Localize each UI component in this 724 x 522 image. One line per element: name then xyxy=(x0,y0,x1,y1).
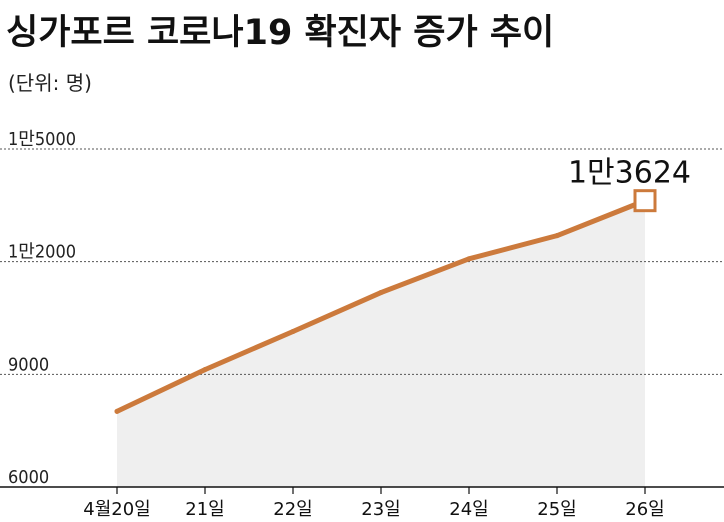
x-tick-label: 21일 xyxy=(185,499,224,520)
unit-label: (단위: 명) xyxy=(8,71,92,95)
last-value-label: 1만3624 xyxy=(568,156,691,191)
line-segment xyxy=(202,328,296,373)
data-point xyxy=(202,367,208,373)
x-tick-label: 4월20일 xyxy=(83,499,150,520)
data-point xyxy=(290,328,296,334)
line-segment xyxy=(114,367,208,414)
line-segment xyxy=(554,198,648,239)
x-tick-label: 24일 xyxy=(449,499,488,520)
data-point xyxy=(554,233,560,239)
line-segment xyxy=(466,233,560,262)
x-tick-label: 22일 xyxy=(273,499,312,520)
x-tick-label: 26일 xyxy=(625,499,664,520)
data-point-marker xyxy=(633,189,657,213)
line-segment xyxy=(378,256,472,296)
data-point xyxy=(378,290,384,296)
y-tick-label: 1만5000 xyxy=(8,129,76,150)
y-tick-label: 1만2000 xyxy=(8,242,76,263)
y-tick-label: 6000 xyxy=(8,467,49,488)
plot-area: 6000 9000 1만2000 1만5000 4월20일 21일 22일 23일 24일 25일… xyxy=(0,129,724,520)
line-segment xyxy=(290,290,384,334)
chart-title: 싱가포르 코로나19 확진자 증가 추이 xyxy=(6,13,554,53)
x-tick-label: 25일 xyxy=(537,499,576,520)
data-point xyxy=(114,408,120,414)
data-point xyxy=(466,256,472,262)
area-fill xyxy=(117,200,645,487)
x-tick-label: 23일 xyxy=(361,499,400,520)
y-tick-label: 9000 xyxy=(8,354,49,375)
